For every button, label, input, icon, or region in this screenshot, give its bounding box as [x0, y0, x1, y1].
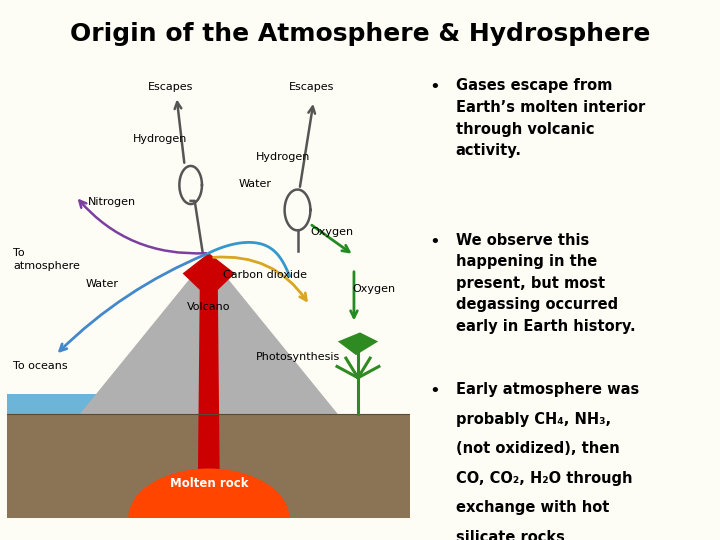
- Text: (not oxidized), then: (not oxidized), then: [456, 441, 620, 456]
- Text: Hydrogen: Hydrogen: [133, 134, 188, 144]
- Polygon shape: [338, 333, 378, 355]
- Text: probably CH₄, NH₃,: probably CH₄, NH₃,: [456, 412, 611, 427]
- Polygon shape: [183, 253, 235, 292]
- Text: Molten rock: Molten rock: [169, 477, 248, 490]
- Text: •: •: [429, 233, 440, 251]
- Text: silicate rocks: silicate rocks: [456, 530, 564, 540]
- Text: Carbon dioxide: Carbon dioxide: [223, 270, 307, 280]
- Polygon shape: [80, 255, 338, 414]
- Text: We observe this
happening in the
present, but most
degassing occurred
early in E: We observe this happening in the present…: [456, 233, 636, 334]
- Text: Nitrogen: Nitrogen: [88, 198, 136, 207]
- Text: exchange with hot: exchange with hot: [456, 500, 609, 515]
- Text: Photosynthesis: Photosynthesis: [256, 352, 340, 362]
- Text: Oxygen: Oxygen: [353, 284, 396, 294]
- Text: Origin of the Atmosphere & Hydrosphere: Origin of the Atmosphere & Hydrosphere: [70, 22, 650, 45]
- Text: Volcano: Volcano: [187, 302, 230, 312]
- Text: Water: Water: [238, 179, 271, 190]
- Polygon shape: [197, 269, 220, 518]
- Text: Early atmosphere was: Early atmosphere was: [456, 382, 639, 397]
- Text: Gases escape from
Earth’s molten interior
through volcanic
activity.: Gases escape from Earth’s molten interio…: [456, 78, 645, 158]
- Text: To
atmosphere: To atmosphere: [13, 248, 80, 271]
- Text: •: •: [429, 78, 440, 97]
- Text: Hydrogen: Hydrogen: [256, 152, 310, 162]
- Text: Escapes: Escapes: [148, 82, 193, 92]
- Polygon shape: [7, 394, 120, 414]
- Text: CO, CO₂, H₂O through: CO, CO₂, H₂O through: [456, 471, 632, 486]
- Ellipse shape: [128, 469, 289, 540]
- Text: To oceans: To oceans: [13, 361, 68, 371]
- Text: •: •: [429, 382, 440, 400]
- Text: Water: Water: [86, 279, 119, 289]
- Polygon shape: [7, 414, 410, 518]
- Text: Escapes: Escapes: [289, 82, 334, 92]
- Text: Oxygen: Oxygen: [310, 227, 354, 237]
